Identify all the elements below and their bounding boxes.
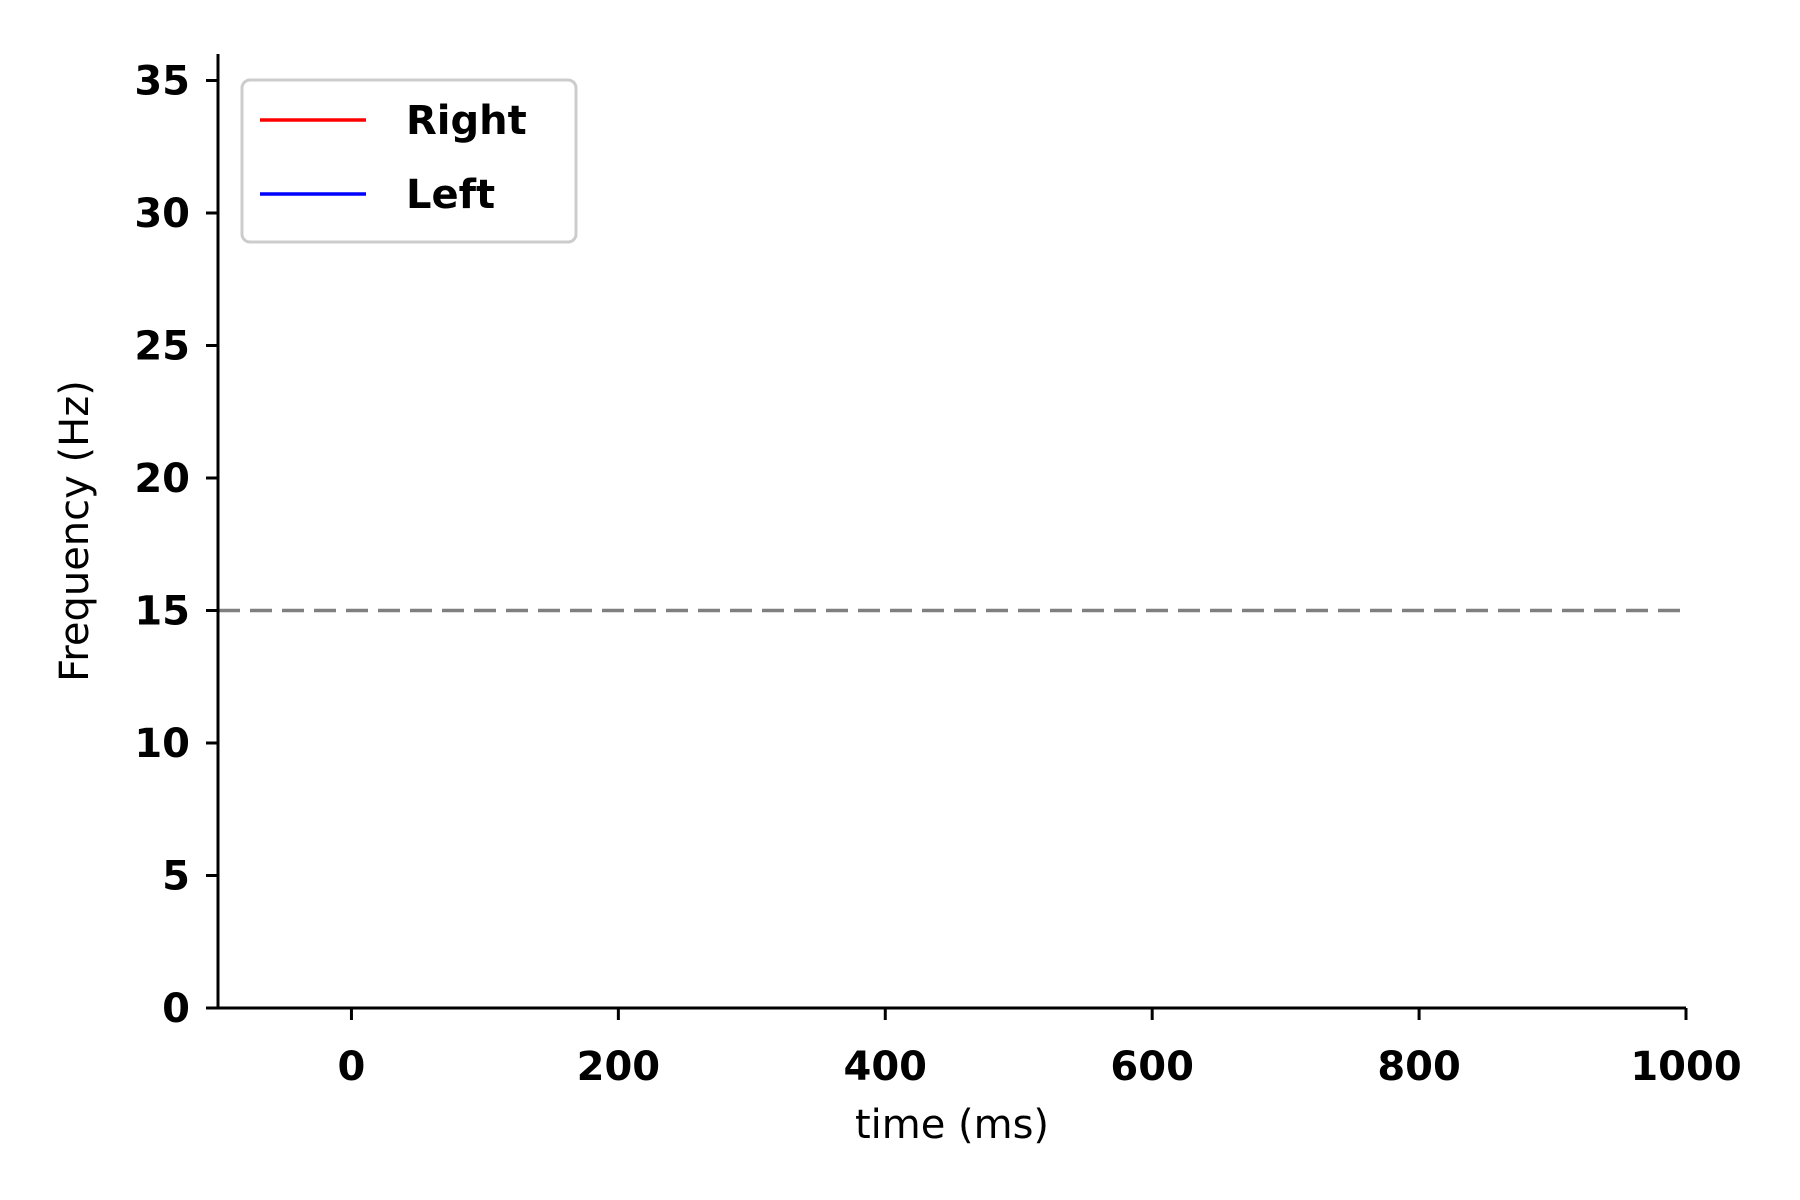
y-axis-label: Frequency (Hz)	[52, 380, 98, 682]
x-tick-label: 0	[338, 1044, 366, 1090]
y-tick-label: 5	[162, 854, 190, 900]
x-axis-label: time (ms)	[855, 1102, 1049, 1148]
y-tick-label: 15	[134, 589, 190, 635]
y-tick-label: 25	[134, 324, 190, 370]
x-tick-label: 1000	[1630, 1044, 1741, 1090]
x-tick-label: 200	[577, 1044, 661, 1090]
y-axis-ticks: 0 5 10 15 20 25 30 35	[134, 59, 218, 1032]
y-tick-label: 10	[134, 721, 190, 767]
legend-label-right: Right	[406, 98, 527, 144]
legend: Right Left	[240, 78, 578, 244]
legend-label-left: Left	[406, 172, 495, 218]
y-tick-label: 35	[134, 59, 190, 105]
x-axis-ticks: 0 200 400 600 800 1000	[338, 1008, 1742, 1090]
y-tick-label: 0	[162, 986, 190, 1032]
x-tick-label: 800	[1377, 1044, 1461, 1090]
x-tick-label: 600	[1110, 1044, 1194, 1090]
x-tick-label: 400	[844, 1044, 928, 1090]
y-tick-label: 20	[134, 456, 190, 502]
y-tick-label: 30	[134, 191, 190, 237]
